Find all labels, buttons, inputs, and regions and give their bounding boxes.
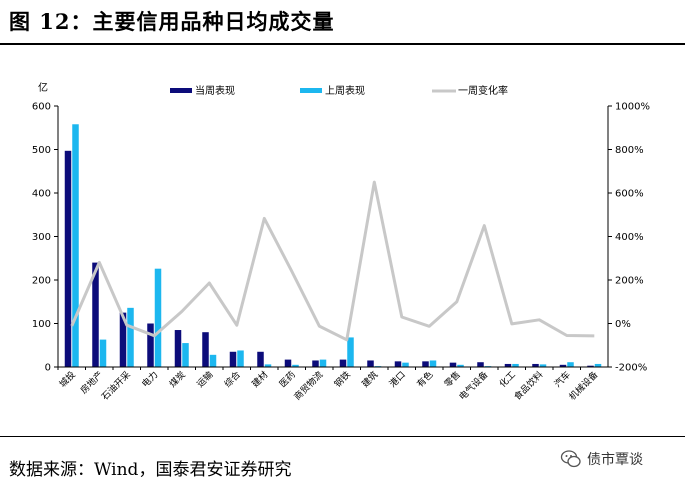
y2-tick-label: -200%: [615, 363, 647, 374]
x-tick-label: 电气设备: [456, 369, 490, 403]
bar-current: [339, 359, 347, 367]
y-tick-label: 500: [32, 145, 51, 156]
y2-tick-label: 800%: [615, 145, 644, 156]
legend-swatch-prior: [300, 88, 322, 93]
x-tick-label: 建材: [249, 369, 270, 390]
bar-prior: [539, 364, 547, 367]
bar-current: [257, 351, 264, 367]
bar-current: [449, 362, 457, 367]
x-tick-label: 电力: [139, 369, 160, 390]
x-tick-label: 运输: [194, 369, 215, 390]
y-tick-label: 0: [45, 363, 51, 374]
bar-current: [394, 361, 402, 367]
bar-current: [477, 362, 484, 367]
bottom-rule: [0, 436, 685, 437]
x-tick-label: 石油开采: [99, 369, 133, 403]
bar-prior: [567, 362, 574, 367]
x-tick-label: 煤炭: [167, 369, 188, 390]
bar-prior: [72, 124, 79, 368]
bar-prior: [292, 364, 299, 367]
x-tick-label: 零售: [442, 369, 463, 390]
x-tick-label: 汽车: [552, 369, 573, 390]
legend-label-change: 一周变化率: [458, 84, 508, 97]
bar-prior: [347, 337, 354, 367]
bar-prior: [429, 360, 437, 367]
y2-tick-label: 1000%: [615, 102, 650, 113]
bar-prior: [457, 364, 464, 367]
bar-current: [504, 363, 512, 367]
y-tick-label: 200: [32, 276, 51, 287]
bar-current: [559, 364, 567, 367]
bar-prior: [182, 343, 189, 367]
bar-prior: [154, 268, 162, 367]
x-tick-label: 城投: [57, 369, 78, 390]
x-tick-label: 综合: [222, 369, 243, 390]
y2-tick-label: 0%: [615, 319, 631, 330]
y2-tick-label: 200%: [615, 276, 644, 287]
x-tick-label: 食品饮料: [511, 369, 545, 403]
chart: 0 100 200 300 400 500 600 -200% 0% 200% 400% 600% 80…: [32, 81, 650, 403]
bar-current: [312, 360, 319, 367]
x-tick-label: 港口: [387, 369, 408, 390]
bar-current: [64, 150, 72, 367]
bar-prior: [99, 339, 107, 367]
x-tick-label: 商贸物流: [291, 369, 325, 403]
bar-current: [119, 312, 127, 367]
bar-prior: [264, 364, 272, 367]
bar-prior: [512, 363, 519, 367]
y-tick-label: 600: [32, 102, 51, 113]
legend-label-current: 当周表现: [195, 84, 235, 97]
y2-tick-label: 600%: [615, 189, 644, 200]
x-tick-label: 有色: [414, 369, 435, 390]
bar-current: [367, 360, 374, 367]
bar-current: [92, 262, 99, 367]
top-rule: [0, 43, 685, 45]
wechat-icon: [560, 450, 581, 468]
legend: 当周表现 上周表现 一周变化率: [170, 84, 508, 97]
bar-current: [202, 332, 209, 367]
y-tick-label: 300: [32, 232, 51, 243]
x-tick-label: 建筑: [359, 369, 380, 390]
bar-prior: [594, 363, 602, 367]
bar-current: [147, 323, 154, 367]
x-tick-label: 钢铁: [332, 369, 353, 390]
bar-prior: [209, 354, 217, 367]
bar-current: [174, 330, 182, 367]
bar-prior: [402, 362, 409, 367]
watermark-text: 债市覃谈: [587, 452, 643, 468]
source-note: 数据来源：Wind，国泰君安证券研究: [9, 460, 292, 480]
y-axis-unit-label: 亿: [38, 81, 48, 94]
bar-prior: [237, 350, 244, 367]
x-tick-label: 医药: [277, 369, 298, 390]
bar-current: [532, 363, 539, 367]
line-change-series: [70, 180, 595, 342]
x-tick-label: 化工: [497, 369, 518, 390]
bar-prior: [127, 307, 134, 367]
bar-current: [587, 365, 594, 367]
bar-current: [284, 359, 292, 367]
y-tick-label: 400: [32, 189, 51, 200]
legend-label-prior: 上周表现: [325, 84, 365, 97]
watermark: 债市覃谈: [560, 448, 643, 470]
x-tick-label: 机械设备: [566, 369, 600, 403]
x-tick-label: 房地产: [78, 369, 106, 397]
page-title: 图 12：主要信用品种日均成交量: [9, 9, 335, 34]
y2-tick-label: 400%: [615, 232, 644, 243]
legend-swatch-current: [170, 88, 192, 93]
bar-current: [422, 361, 429, 367]
bar-prior: [319, 359, 327, 367]
y-tick-label: 100: [32, 319, 51, 330]
bar-current: [229, 351, 237, 367]
